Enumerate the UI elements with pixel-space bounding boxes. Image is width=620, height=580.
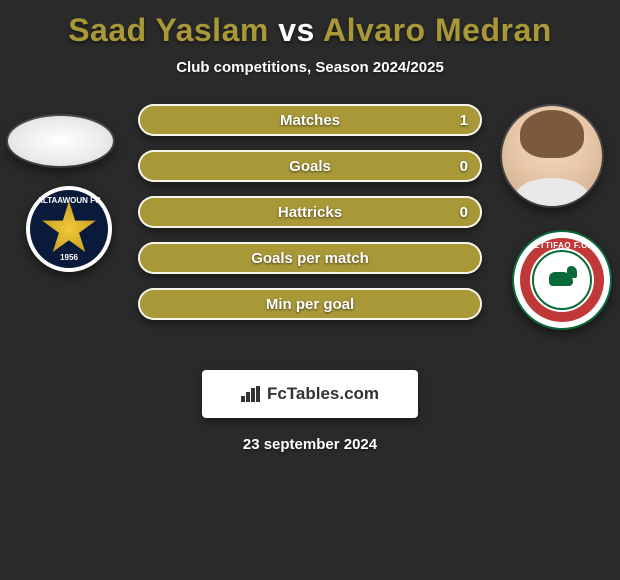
stat-bars: Matches 1 Goals 0 Hattricks 0 Goals per match M… [138, 104, 482, 334]
stat-bar: Hattricks 0 [138, 196, 482, 228]
stat-label: Hattricks [278, 204, 342, 221]
comparison-main: ALTAAWOUN FC 1956 ETTIFAQ F.C. Matches 1 G… [0, 104, 620, 364]
stat-label: Goals per match [251, 250, 369, 267]
player1-name: Saad Yaslam [68, 12, 269, 48]
stat-label: Matches [280, 112, 340, 129]
subtitle: Club competitions, Season 2024/2025 [0, 59, 620, 76]
stat-label: Goals [289, 158, 331, 175]
stat-bar: Goals per match [138, 242, 482, 274]
horse-icon [545, 266, 579, 294]
player1-club-year: 1956 [30, 253, 108, 262]
stat-value-right: 0 [460, 204, 468, 221]
stat-label: Min per goal [266, 296, 354, 313]
player1-avatar [8, 116, 113, 166]
player2-club-badge: ETTIFAQ F.C. [512, 230, 612, 330]
stat-value-right: 1 [460, 112, 468, 129]
player2-name: Alvaro Medran [323, 12, 552, 48]
bars-icon [241, 386, 261, 402]
comparison-title: Saad Yaslam vs Alvaro Medran [0, 0, 620, 49]
vs-separator: vs [278, 12, 315, 48]
player2-avatar [502, 106, 602, 206]
stat-bar: Min per goal [138, 288, 482, 320]
player2-club-label: ETTIFAQ F.C. [514, 241, 610, 250]
date-text: 23 september 2024 [0, 436, 620, 453]
player1-club-badge: ALTAAWOUN FC 1956 [26, 186, 112, 272]
stat-value-right: 0 [460, 158, 468, 175]
stat-bar: Matches 1 [138, 104, 482, 136]
watermark-text: FcTables.com [267, 384, 379, 404]
stat-bar: Goals 0 [138, 150, 482, 182]
watermark: FcTables.com [202, 370, 418, 418]
